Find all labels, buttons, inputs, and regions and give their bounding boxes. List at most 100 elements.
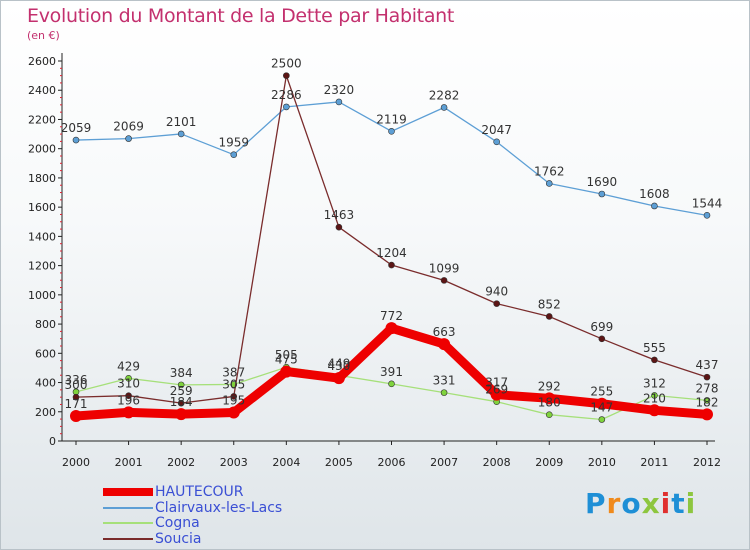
data-label-soucia: 437 [696,358,719,372]
data-label-cogna: 278 [696,381,719,395]
data-label-clairvaux-les-lacs: 2320 [324,83,355,97]
x-tick-label: 2007 [430,456,458,469]
legend-swatch [103,488,153,496]
legend-label: Clairvaux-les-Lacs [155,499,283,516]
data-point-hautecour [175,408,188,421]
x-tick-label: 2010 [588,456,616,469]
data-label-hautecour: 317 [485,376,508,390]
chart-subtitle: (en €) [27,29,60,42]
data-label-hautecour: 292 [538,379,561,393]
data-label-hautecour: 171 [65,397,88,411]
data-point-soucia [177,399,185,407]
data-point-hautecour [543,392,556,405]
data-label-cogna: 269 [485,383,508,397]
data-point-soucia [598,335,606,343]
data-label-soucia: 699 [590,320,613,334]
data-point-hautecour [490,388,503,401]
data-label-soucia: 555 [643,341,666,355]
data-label-clairvaux-les-lacs: 2119 [376,112,407,126]
data-point-cogna [388,380,395,388]
data-point-soucia [388,261,395,269]
data-label-cogna: 384 [170,366,193,380]
data-label-hautecour: 255 [590,385,613,399]
y-tick-label: 1200 [28,260,56,273]
data-point-cogna [703,397,711,404]
legend-label: HAUTECOUR [155,484,244,500]
data-label-cogna: 180 [538,396,561,410]
data-label-clairvaux-les-lacs: 1762 [534,164,565,178]
data-label-cogna: 429 [117,359,140,373]
y-tick-label: 400 [35,377,56,390]
data-point-cogna [651,392,658,399]
logo-letter: x [641,487,661,520]
data-label-soucia: 300 [65,378,88,392]
data-label-clairvaux-les-lacs: 2101 [166,115,197,129]
data-point-clairvaux-les-lacs [388,128,395,135]
data-point-clairvaux-les-lacs [230,151,238,158]
x-tick-label: 2004 [272,456,300,469]
data-label-soucia: 852 [538,297,561,311]
data-point-hautecour [595,397,608,410]
x-tick-label: 2008 [483,456,511,469]
data-point-clairvaux-les-lacs [335,98,343,106]
x-tick-label: 2002 [167,456,195,469]
legend-swatch [103,537,153,540]
y-tick-label: 1800 [28,172,56,185]
data-label-clairvaux-les-lacs: 1690 [587,175,618,189]
data-point-clairvaux-les-lacs [703,212,711,219]
data-point-cogna [545,411,553,418]
data-label-clairvaux-les-lacs: 1608 [639,187,670,201]
data-point-clairvaux-les-lacs [125,135,132,142]
data-point-hautecour [332,372,345,385]
data-label-clairvaux-les-lacs: 2069 [113,120,144,134]
logo-letter: P [585,487,607,520]
data-point-cogna [598,416,606,423]
logo-letter: o [621,487,642,520]
data-label-hautecour: 195 [222,394,245,408]
data-label-clairvaux-les-lacs: 2286 [271,88,302,102]
x-tick-label: 2011 [640,456,668,469]
legend-label: Cogna [155,515,200,531]
data-label-hautecour: 182 [696,395,719,409]
x-tick-label: 2005 [325,456,353,469]
data-point-soucia [440,277,448,284]
data-point-soucia [651,356,658,364]
logo-letter: i [660,487,672,520]
data-point-soucia [545,313,553,320]
logo-letter: r [606,487,622,520]
data-point-soucia [493,300,500,307]
data-point-clairvaux-les-lacs [283,103,290,111]
data-label-clairvaux-les-lacs: 1959 [218,136,249,150]
chart-axes: 0 200 400 600 800 1000 1200 1400 1600 1800 2000 220… [28,53,721,469]
data-point-hautecour [280,365,293,378]
data-point-soucia [230,393,238,400]
data-point-soucia [703,373,711,381]
data-label-soucia: 940 [485,285,508,299]
logo-letter: t [671,487,686,520]
x-tick-label: 2001 [115,456,143,469]
x-tick-label: 2009 [535,456,563,469]
series-layer [70,72,713,423]
data-point-hautecour [385,322,398,335]
y-tick-label: 1400 [28,230,56,243]
data-label-cogna: 449 [327,356,350,370]
data-label-clairvaux-les-lacs: 2282 [429,88,460,102]
data-label-soucia: 259 [170,384,193,398]
data-point-clairvaux-les-lacs [72,136,80,144]
data-label-cogna: 312 [643,376,666,390]
data-label-cogna: 147 [590,401,613,415]
y-tick-label: 2400 [28,84,56,97]
data-point-hautecour [122,406,135,419]
y-tick-label: 200 [35,406,56,419]
data-label-hautecour: 663 [433,325,456,339]
data-point-hautecour [648,404,661,417]
y-tick-label: 0 [49,435,56,448]
data-point-clairvaux-les-lacs [545,180,553,187]
data-point-soucia [283,72,290,79]
logo-letter: i [685,487,697,520]
y-tick-label: 2000 [28,143,56,156]
data-point-soucia [72,393,80,401]
data-point-soucia [125,392,132,399]
